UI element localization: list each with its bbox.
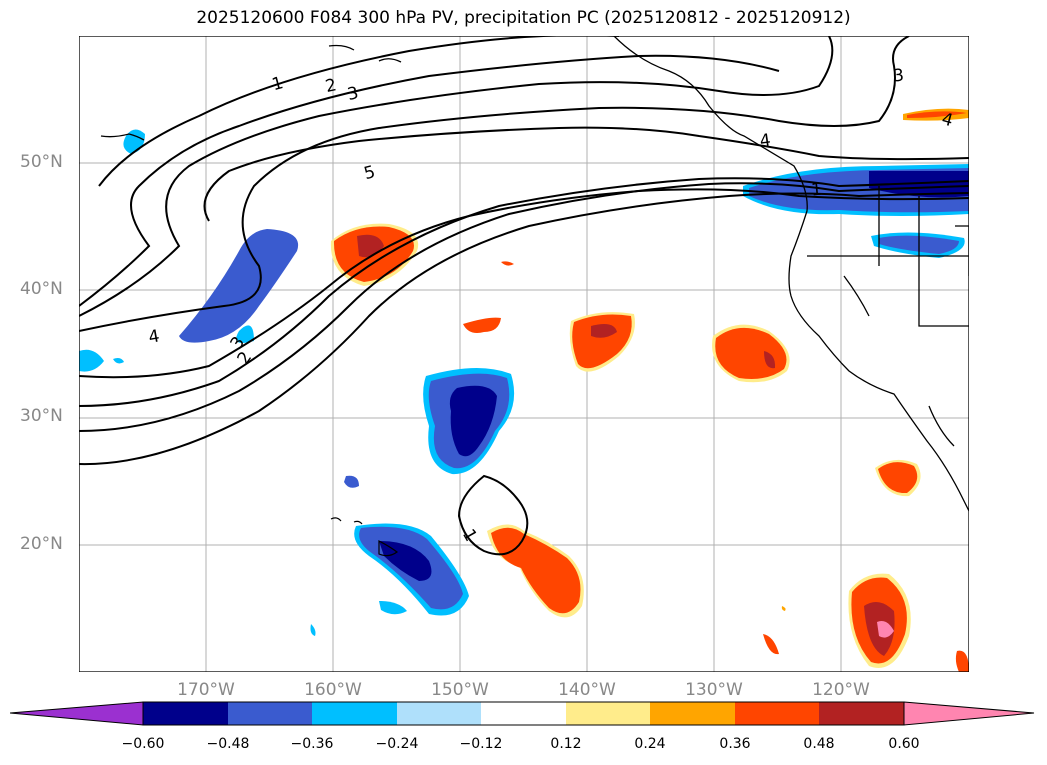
contour-label: 3 bbox=[346, 83, 361, 105]
hawaii-islands bbox=[330, 517, 399, 557]
contour-label: 1 bbox=[810, 180, 823, 201]
contour-label: 1 bbox=[458, 526, 481, 545]
colorbar-tick: 0.60 bbox=[888, 736, 920, 752]
colorbar bbox=[10, 701, 1035, 726]
colorbar-bin bbox=[735, 702, 819, 725]
colorbar-tick: 0.24 bbox=[634, 736, 666, 752]
colorbar-bin bbox=[397, 702, 481, 725]
lat-label: 30°N bbox=[20, 406, 63, 426]
colorbar-bin bbox=[566, 702, 650, 725]
lon-label: 130°W bbox=[685, 680, 743, 700]
contour-label-group: 1 2 3 5 4 3 2 3 4 1 4 1 bbox=[147, 66, 955, 546]
colorbar-bin bbox=[312, 702, 397, 725]
lon-label: 140°W bbox=[558, 680, 616, 700]
lat-label: 40°N bbox=[20, 279, 63, 299]
contour-label: 4 bbox=[147, 326, 161, 348]
colorbar-extend-left bbox=[10, 701, 144, 726]
colorbar-tick: −0.60 bbox=[121, 736, 165, 752]
colorbar-tick: 0.12 bbox=[550, 736, 582, 752]
lon-label: 150°W bbox=[431, 680, 489, 700]
colorbar-tick: 0.36 bbox=[719, 736, 751, 752]
lat-label: 20°N bbox=[20, 534, 63, 554]
colorbar-extend-right bbox=[903, 701, 1035, 726]
contour-label: 3 bbox=[892, 66, 905, 87]
coastlines bbox=[100, 36, 969, 512]
colorbar-bin bbox=[481, 702, 566, 725]
lat-label: 50°N bbox=[20, 152, 63, 172]
contour-label: 4 bbox=[759, 130, 773, 151]
map-panel: 1 2 3 5 4 3 2 3 4 1 4 1 bbox=[79, 36, 969, 672]
lon-label: 170°W bbox=[177, 680, 235, 700]
lon-label: 120°W bbox=[812, 680, 870, 700]
colorbar-bin bbox=[228, 702, 312, 725]
contour-label: 1 bbox=[270, 73, 286, 95]
colorbar-bin bbox=[819, 702, 904, 725]
map-title: 2025120600 F084 300 hPa PV, precipitatio… bbox=[196, 8, 851, 28]
colorbar-tick: −0.24 bbox=[375, 736, 419, 752]
colorbar-tick: −0.48 bbox=[206, 736, 250, 752]
contour-label: 2 bbox=[324, 75, 339, 97]
pv-contours bbox=[79, 36, 969, 556]
colorbar-tick: −0.36 bbox=[290, 736, 334, 752]
colorbar-bin bbox=[143, 702, 228, 725]
contour-label: 5 bbox=[362, 162, 378, 184]
contour-label: 2 bbox=[234, 348, 257, 368]
colorbar-tick: −0.12 bbox=[459, 736, 503, 752]
lon-label: 160°W bbox=[304, 680, 362, 700]
colorbar-tick: 0.48 bbox=[803, 736, 835, 752]
contour-label: 4 bbox=[939, 109, 955, 131]
colorbar-bin bbox=[650, 702, 735, 725]
